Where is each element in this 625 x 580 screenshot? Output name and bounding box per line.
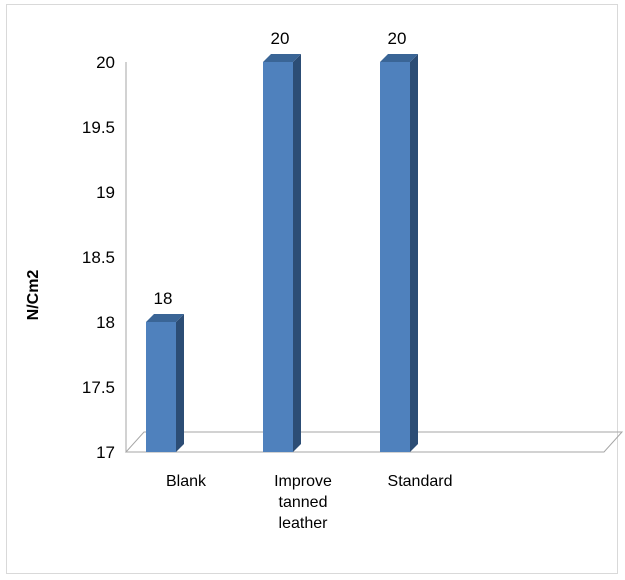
y-axis-label: N/Cm2 <box>25 270 42 321</box>
category-label: Standard <box>388 473 453 490</box>
y-tick-label: 20 <box>96 53 115 72</box>
y-tick-label: 18.5 <box>82 248 115 267</box>
y-tick-label: 19 <box>96 183 115 202</box>
bar-front <box>146 322 176 452</box>
bar-front <box>263 62 293 452</box>
bar <box>146 314 184 452</box>
data-label: 20 <box>271 29 290 48</box>
category-label: Blank <box>166 473 207 490</box>
floor-plane <box>124 431 624 453</box>
y-tick-labels: 17 17.5 18 18.5 19 19.5 20 <box>82 53 115 462</box>
data-label: 18 <box>154 289 173 308</box>
y-tick-label: 19.5 <box>82 118 115 137</box>
y-tick-label: 18 <box>96 313 115 332</box>
y-tick-label: 17.5 <box>82 378 115 397</box>
bar <box>263 54 301 452</box>
bar-top <box>380 54 418 62</box>
bar-side <box>410 54 418 452</box>
bar-side <box>293 54 301 452</box>
axes <box>124 62 624 453</box>
category-label: Improve tanned leather <box>274 473 332 532</box>
data-label: 20 <box>388 29 407 48</box>
bar <box>380 54 418 452</box>
y-tick-label: 17 <box>96 443 115 462</box>
chart-frame <box>6 4 618 574</box>
bar-side <box>176 314 184 452</box>
category-labels: Blank Improve tanned leather Standard <box>166 473 452 532</box>
bar-top <box>263 54 301 62</box>
bar-top <box>146 314 184 322</box>
bar-front <box>380 62 410 452</box>
bars: 18 20 20 <box>146 29 418 452</box>
